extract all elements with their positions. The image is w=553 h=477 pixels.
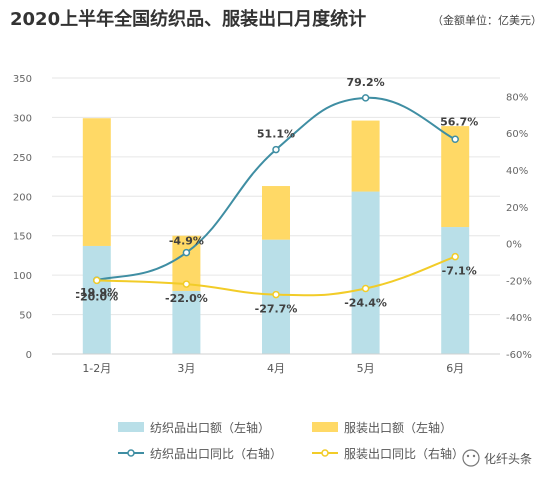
legend-label: 服装出口同比（右轴） <box>344 446 464 461</box>
left-tick-label: 0 <box>26 350 32 361</box>
point-apparel <box>93 276 101 285</box>
right-tick-label: 80% <box>506 92 528 103</box>
watermark: 化纤头条 <box>462 449 532 467</box>
data-label-textile: -4.9% <box>169 235 204 248</box>
data-label-textile: 56.7% <box>440 115 478 128</box>
data-labels: -19.9% -4.9% 51.1% 79.2% 56.7% -20.0% -22.0% -2… <box>75 76 478 316</box>
legend-swatch <box>118 422 144 432</box>
data-label-apparel: -24.4% <box>344 296 387 309</box>
bar-textile <box>351 191 380 354</box>
right-axis: -60% -40% -20% 0% 20% 40% 60% 80% <box>506 92 532 361</box>
left-tick-label: 350 <box>13 74 32 85</box>
left-tick-label: 50 <box>19 311 32 322</box>
left-tick-label: 150 <box>13 232 32 243</box>
wechat-icon-eye <box>466 454 470 458</box>
point-textile <box>272 145 280 154</box>
category-label: 6月 <box>446 362 464 375</box>
bar-apparel <box>262 186 290 240</box>
right-tick-label: -60% <box>506 350 532 361</box>
left-tick-label: 100 <box>13 271 32 282</box>
right-tick-label: -20% <box>506 276 532 287</box>
left-tick-label: 250 <box>13 153 32 164</box>
data-label-apparel: -22.0% <box>165 292 208 305</box>
point-apparel <box>272 290 280 299</box>
bar-apparel <box>82 118 111 246</box>
legend-marker <box>127 449 135 457</box>
category-axis: 1-2月 3月 4月 5月 6月 <box>82 362 464 375</box>
category-label: 3月 <box>177 362 195 375</box>
line-group <box>93 94 459 299</box>
data-label-apparel: -27.7% <box>255 303 298 316</box>
legend-swatch <box>312 422 338 432</box>
wechat-icon-eye <box>472 454 476 458</box>
point-textile <box>361 94 370 102</box>
left-axis: 0 50 100 150 200 250 300 350 <box>13 74 32 361</box>
point-apparel <box>361 284 370 293</box>
category-label: 5月 <box>357 362 375 375</box>
data-label-apparel: -7.1% <box>442 265 477 278</box>
bar-group <box>82 118 470 354</box>
right-tick-label: 60% <box>506 129 528 140</box>
bar-textile <box>82 245 111 354</box>
left-tick-label: 300 <box>13 113 32 124</box>
bar-textile <box>441 227 470 354</box>
chart-title: 2020上半年全国纺织品、服装出口月度统计 <box>10 8 366 30</box>
bar-apparel <box>351 120 380 192</box>
legend-marker <box>321 449 329 457</box>
data-label-apparel: -20.0% <box>75 290 118 303</box>
legend-label: 纺织品出口同比（右轴） <box>150 446 282 461</box>
right-tick-label: 0% <box>506 240 522 251</box>
data-label-textile: 51.1% <box>257 128 295 141</box>
point-textile <box>451 135 459 144</box>
wechat-icon <box>462 449 480 467</box>
category-label: 4月 <box>267 362 285 375</box>
bar-textile <box>172 290 201 354</box>
data-label-textile: 79.2% <box>347 76 385 89</box>
right-tick-label: 20% <box>506 203 528 214</box>
legend-label: 纺织品出口额（左轴） <box>150 420 270 435</box>
data-label-textile: -19.9% <box>75 286 118 299</box>
right-tick-label: 40% <box>506 166 528 177</box>
point-textile <box>182 248 191 257</box>
point-apparel <box>182 280 191 288</box>
category-label: 1-2月 <box>82 362 111 375</box>
left-tick-label: 200 <box>13 192 32 203</box>
chart-unit: （金额单位：亿美元） <box>432 13 542 27</box>
legend: 纺织品出口额（左轴） 服装出口额（左轴） 纺织品出口同比（右轴） 服装出口同比（右轴） <box>118 420 464 461</box>
watermark-text: 化纤头条 <box>484 452 532 466</box>
point-apparel <box>451 252 459 261</box>
legend-label: 服装出口额（左轴） <box>344 420 452 435</box>
right-tick-label: -40% <box>506 313 532 324</box>
